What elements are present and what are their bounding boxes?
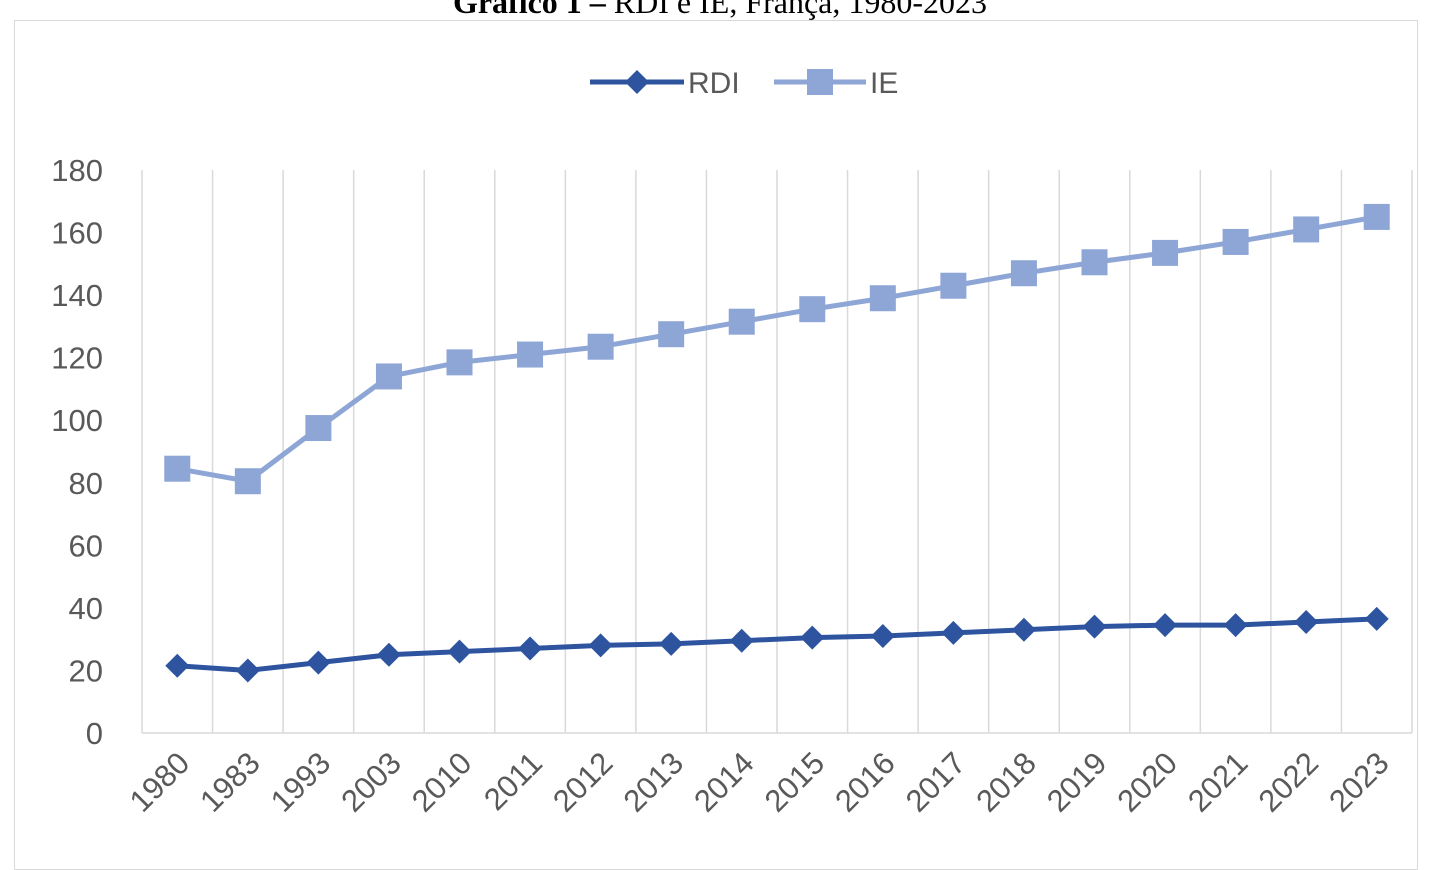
x-tick-label: 2017	[899, 745, 973, 819]
legend-item-rdi: RDI	[590, 67, 740, 100]
data-point-ie	[375, 363, 402, 390]
y-tick-label: 0	[86, 716, 103, 751]
y-tick-label: 40	[69, 591, 103, 626]
y-tick-label: 20	[69, 653, 103, 688]
data-point-ie	[1222, 228, 1249, 255]
series	[164, 203, 1390, 683]
data-point-ie	[728, 308, 755, 335]
data-point-rdi	[941, 620, 966, 645]
data-point-ie	[305, 415, 332, 442]
legend-label-ie: IE	[870, 67, 898, 100]
data-point-rdi	[870, 624, 895, 649]
legend-label-rdi: RDI	[688, 67, 740, 100]
data-point-ie	[940, 272, 967, 299]
legend-marker-rdi	[625, 70, 649, 94]
x-tick-label: 2018	[969, 745, 1043, 819]
y-tick-label: 160	[51, 216, 103, 251]
data-point-rdi	[376, 642, 401, 667]
x-tick-label: 2021	[1181, 745, 1255, 819]
chart-area	[14, 20, 1418, 870]
x-tick-label: 2003	[334, 745, 408, 819]
data-point-rdi	[447, 639, 472, 664]
data-point-ie	[1293, 216, 1320, 243]
data-point-ie	[587, 333, 614, 360]
legend-item-ie: IE	[774, 67, 898, 100]
x-tick-label: 1980	[123, 745, 197, 819]
data-point-ie	[234, 468, 261, 495]
series-ie	[164, 203, 1390, 495]
data-point-rdi	[1153, 613, 1178, 638]
data-point-rdi	[729, 628, 754, 653]
grid-lines	[141, 170, 1413, 733]
x-tick-label: 2013	[617, 745, 691, 819]
series-rdi	[165, 606, 1389, 683]
x-tick-label: 1993	[264, 745, 338, 819]
y-tick-label: 60	[69, 528, 103, 563]
x-tick-label: 2014	[687, 745, 761, 819]
chart-title: Gráfico 1 – RDI e IE, França, 1980-2023	[0, 0, 1440, 21]
data-point-rdi	[235, 658, 260, 683]
data-point-ie	[1081, 249, 1108, 276]
data-point-ie	[869, 285, 896, 312]
x-tick-label: 2019	[1040, 745, 1114, 819]
data-point-rdi	[1294, 609, 1319, 634]
y-tick-label: 120	[51, 341, 103, 376]
data-point-ie	[164, 455, 191, 482]
chart-title-bold: Gráfico 1 –	[452, 0, 606, 20]
data-point-rdi	[306, 650, 331, 675]
data-point-rdi	[1082, 614, 1107, 639]
data-point-ie	[1152, 239, 1179, 266]
data-point-rdi	[659, 631, 684, 656]
x-tick-label: 2020	[1110, 745, 1184, 819]
data-point-ie	[658, 321, 685, 348]
data-point-rdi	[1223, 613, 1248, 638]
data-point-rdi	[165, 653, 190, 678]
data-point-rdi	[800, 625, 825, 650]
x-tick-label: 2010	[405, 745, 479, 819]
x-tick-label: 2015	[758, 745, 832, 819]
data-point-ie	[446, 349, 473, 376]
data-point-rdi	[1011, 617, 1036, 642]
data-point-ie	[1363, 203, 1390, 230]
x-tick-label: 2016	[828, 745, 902, 819]
data-point-rdi	[518, 636, 543, 661]
x-tick-label: 2023	[1322, 745, 1396, 819]
data-point-ie	[799, 296, 826, 323]
chart-title-rest: RDI e IE, França, 1980-2023	[605, 0, 988, 20]
x-tick-label: 2011	[477, 745, 549, 817]
legend: RDI IE	[590, 67, 898, 100]
y-tick-label: 140	[51, 278, 103, 313]
data-point-ie	[1010, 260, 1037, 287]
y-tick-label: 100	[51, 403, 103, 438]
x-tick-label: 2022	[1252, 745, 1326, 819]
y-tick-label: 180	[51, 153, 103, 188]
x-tick-label: 2012	[546, 745, 620, 819]
x-tick-label: 1983	[193, 745, 267, 819]
data-point-rdi	[1364, 606, 1389, 631]
data-point-ie	[517, 341, 544, 368]
legend-marker-ie	[807, 69, 833, 95]
data-point-rdi	[588, 633, 613, 658]
y-tick-label: 80	[69, 466, 103, 501]
